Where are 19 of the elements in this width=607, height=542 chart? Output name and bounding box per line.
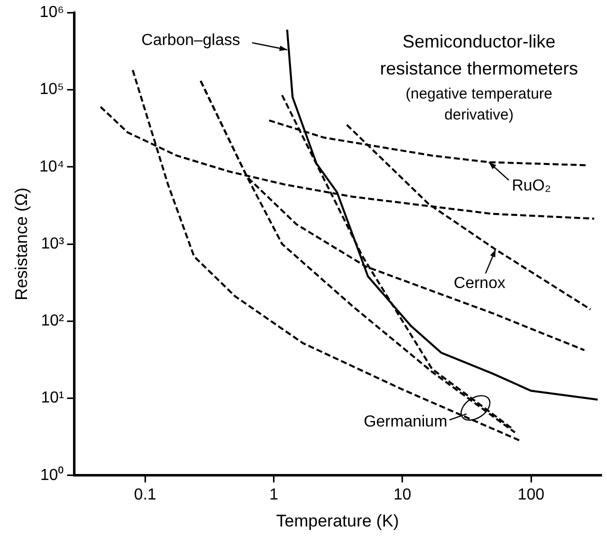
annotation: Germanium <box>364 413 448 430</box>
y-tick-label: 10⁰ <box>40 466 64 484</box>
y-axis-title: Resistance (Ω) <box>12 188 31 300</box>
y-tick-label: 10⁴ <box>39 158 64 176</box>
annotation: Cernox <box>454 274 506 292</box>
annotation: Carbon–glass <box>141 32 240 50</box>
y-tick-label: 10² <box>40 312 65 330</box>
x-tick-label: 10 <box>394 486 412 504</box>
y-tick-label: 10³ <box>40 235 65 252</box>
x-axis-title: Temperature (K) <box>276 511 399 530</box>
x-tick-label: 100 <box>518 486 544 504</box>
annotation: RuO₂ <box>512 178 551 195</box>
y-tick-label: 10⁵ <box>40 81 64 98</box>
text: Semiconductor-like resistance thermometers <box>380 32 578 79</box>
y-tick-label: 10⁶ <box>40 4 64 22</box>
x-tick-label: 1 <box>269 486 278 504</box>
y-tick-label: 10¹ <box>40 390 64 407</box>
x-tick-label: 0.1 <box>134 486 156 504</box>
text: (negative temperature derivative) <box>406 86 552 124</box>
